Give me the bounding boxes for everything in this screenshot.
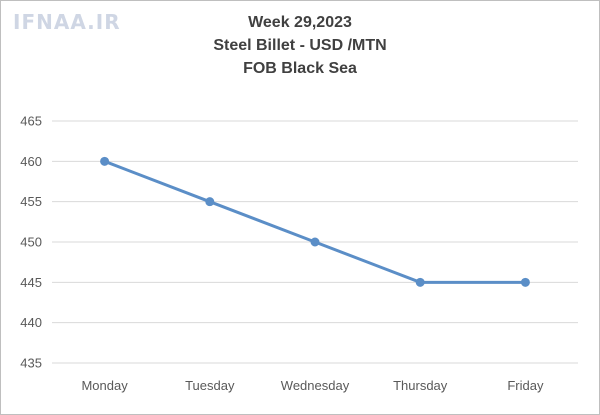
x-tick-label: Wednesday (281, 378, 350, 393)
chart-title-line-2: Steel Billet - USD /MTN (213, 37, 387, 54)
x-tick-label: Friday (507, 378, 544, 393)
chart-title-line-3: FOB Black Sea (243, 60, 357, 77)
site-logo: IFNAA.IR (13, 10, 121, 34)
data-point (520, 277, 530, 287)
y-tick-label: 455 (20, 194, 42, 209)
y-tick-label: 440 (20, 315, 42, 330)
y-tick-label: 450 (20, 235, 42, 250)
y-tick-label: 445 (20, 275, 42, 290)
y-tick-label: 460 (20, 154, 42, 169)
data-point (415, 277, 425, 287)
x-tick-label: Monday (81, 378, 128, 393)
chart-title-line-1: Week 29,2023 (248, 14, 352, 31)
data-point (205, 197, 215, 207)
x-tick-label: Tuesday (185, 378, 235, 393)
x-tick-label: Thursday (393, 378, 448, 393)
data-point (100, 156, 110, 166)
y-tick-label: 465 (20, 114, 42, 129)
chart-title: Week 29,2023 Steel Billet - USD /MTN FOB… (1, 11, 599, 80)
y-tick-label: 435 (20, 356, 42, 371)
series-line (103, 159, 527, 284)
data-point (310, 237, 320, 247)
